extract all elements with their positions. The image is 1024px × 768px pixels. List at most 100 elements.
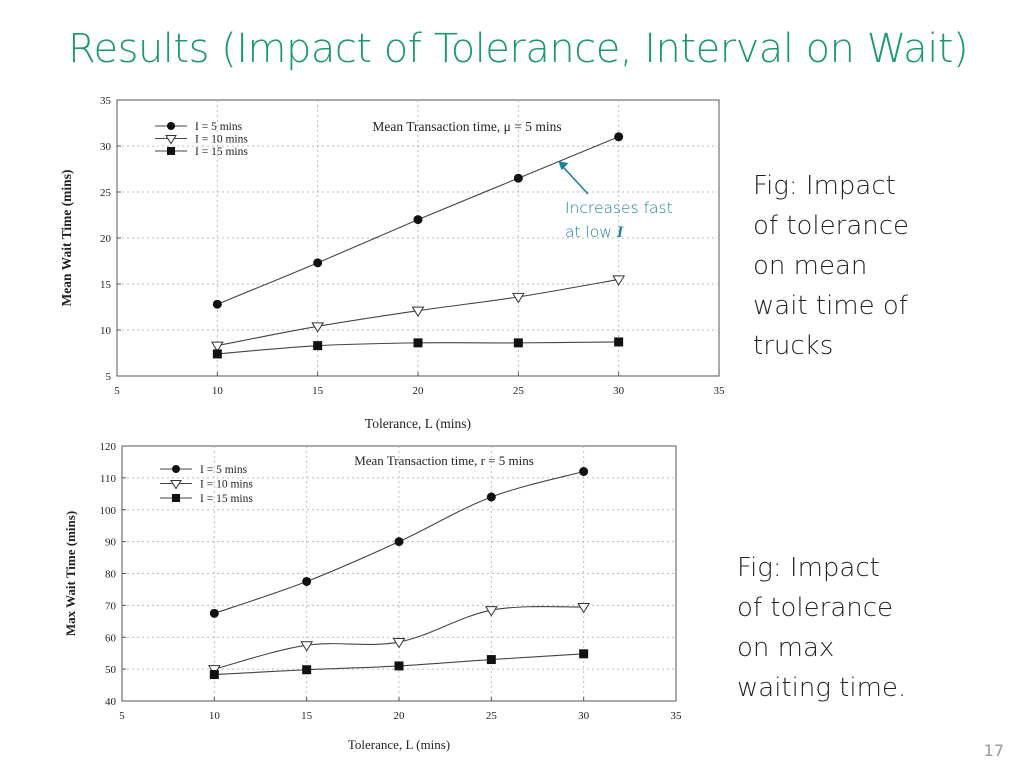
- circle-marker: [302, 576, 312, 586]
- y-axis-label: Max Wait Time (mins): [63, 511, 78, 636]
- y-tick-label: 110: [100, 473, 117, 485]
- triangle-marker: [210, 341, 224, 353]
- triangle-marker: [411, 306, 425, 318]
- legend-label: I = 15 mins: [200, 493, 253, 505]
- chart-title: Mean Transaction time, r = 5 mins: [354, 453, 534, 468]
- circle-marker: [486, 492, 496, 502]
- x-tick-label: 20: [394, 710, 406, 722]
- mean-wait-time-chart: 5 10 15 20 25 30 35 5 10 15 20 25 30 35 Tolerance, L (…: [55, 90, 735, 435]
- x-tick-label: 5: [119, 710, 125, 722]
- triangle-marker: [577, 602, 591, 614]
- y-tick-label: 15: [100, 279, 112, 291]
- y-tick-label: 30: [100, 141, 112, 153]
- triangle-marker: [311, 322, 325, 333]
- y-tick-label: 50: [105, 664, 117, 676]
- x-tick-label: 10: [212, 385, 224, 397]
- legend-label: I = 5 mins: [200, 464, 248, 476]
- slide-title: Results (Impact of Tolerance, Interval o…: [68, 26, 969, 72]
- circle-marker: [394, 537, 404, 547]
- square-marker: [167, 147, 175, 155]
- x-axis-label: Tolerance, L (mins): [348, 737, 450, 752]
- y-tick-label: 90: [105, 537, 117, 549]
- y-tick-label: 80: [105, 569, 117, 581]
- square-marker: [513, 338, 523, 348]
- x-tick-label: 15: [301, 710, 313, 722]
- x-tick-label: 35: [671, 710, 683, 722]
- legend-label: I = 10 mins: [200, 479, 253, 491]
- square-marker: [579, 649, 589, 659]
- triangle-marker: [300, 641, 314, 652]
- annotation-line-1: Increases fast: [565, 199, 673, 217]
- circle-marker: [579, 467, 589, 476]
- x-tick-label: 25: [513, 385, 525, 397]
- y-tick-label: 70: [105, 600, 117, 612]
- caption-line: Fig: Impact: [737, 553, 880, 583]
- circle-marker: [172, 465, 180, 473]
- annotation-arrowhead: [558, 161, 569, 171]
- x-tick-label: 35: [714, 385, 726, 397]
- caption-line: trucks: [753, 331, 834, 361]
- x-tick-label: 5: [114, 385, 120, 397]
- annotation-line-2-prefix: at low: [565, 223, 617, 241]
- y-tick-label: 100: [100, 505, 117, 517]
- y-tick-label: 60: [105, 632, 117, 644]
- caption-mean-wait: Fig: Impact of tolerance on mean wait ti…: [753, 166, 953, 366]
- annotation-symbol: I: [616, 224, 624, 241]
- annotation-arrow: [560, 164, 589, 195]
- circle-marker: [212, 299, 222, 309]
- x-tick-label: 20: [413, 385, 425, 397]
- caption-line: on mean: [753, 251, 868, 281]
- triangle-marker: [511, 292, 525, 304]
- triangle-marker: [484, 606, 498, 617]
- triangle-marker: [170, 480, 182, 490]
- x-tick-label: 25: [486, 710, 498, 722]
- annotation-line-2: at low I: [565, 220, 673, 245]
- caption-line: of tolerance: [737, 593, 894, 623]
- x-tick-label: 15: [312, 385, 324, 397]
- chart-annotation: Increases fast at low I: [565, 196, 673, 245]
- circle-marker: [167, 122, 175, 130]
- circle-marker: [614, 132, 624, 142]
- y-tick-label: 40: [105, 696, 117, 708]
- square-marker: [212, 349, 222, 359]
- x-tick-label: 30: [578, 710, 590, 722]
- y-axis-label: Mean Wait Time (mins): [59, 170, 74, 307]
- caption-line: wait time of: [753, 291, 908, 321]
- triangle-marker: [392, 638, 406, 649]
- square-marker: [486, 655, 496, 665]
- page-number: 17: [983, 741, 1004, 760]
- chart-title: Mean Transaction time, μ = 5 mins: [372, 119, 561, 134]
- square-marker: [614, 337, 624, 347]
- circle-marker: [313, 258, 323, 268]
- circle-marker: [413, 215, 423, 225]
- caption-line: of tolerance: [753, 211, 910, 241]
- y-tick-label: 35: [100, 95, 112, 107]
- max-wait-time-chart: 5 10 15 20 25 30 35 40 50 60 70 80 90 100 110 120 Tolera…: [55, 438, 695, 758]
- x-axis-label: Tolerance, L (mins): [365, 416, 471, 431]
- max-wait-time-chart-svg: 5 10 15 20 25 30 35 40 50 60 70 80 90 100 110 120 Tolera…: [63, 441, 683, 752]
- caption-max-wait: Fig: Impact of tolerance on max waiting …: [737, 548, 957, 708]
- legend-label: I = 15 mins: [195, 146, 248, 158]
- triangle-marker: [165, 135, 177, 145]
- circle-marker: [513, 173, 523, 183]
- y-tick-label: 10: [100, 325, 112, 337]
- caption-line: waiting time.: [737, 673, 907, 703]
- triangle-marker: [612, 275, 626, 286]
- mean-wait-time-chart-svg: 5 10 15 20 25 30 35 5 10 15 20 25 30 35 Tolerance, L (…: [59, 95, 726, 431]
- caption-line: on max: [737, 633, 835, 663]
- y-tick-label: 120: [100, 441, 117, 453]
- square-marker: [413, 338, 423, 348]
- caption-line: Fig: Impact: [753, 171, 896, 201]
- legend-label: I = 10 mins: [195, 134, 248, 146]
- y-tick-label: 20: [100, 233, 112, 245]
- y-tick-label: 25: [100, 187, 112, 199]
- x-tick-label: 10: [209, 710, 221, 722]
- square-marker: [172, 494, 180, 502]
- circle-marker: [209, 608, 219, 618]
- x-tick-label: 30: [613, 385, 625, 397]
- y-tick-label: 5: [106, 371, 112, 383]
- square-marker: [209, 670, 219, 680]
- legend-label: I = 5 mins: [195, 121, 243, 133]
- square-marker: [313, 341, 323, 351]
- square-marker: [394, 661, 404, 671]
